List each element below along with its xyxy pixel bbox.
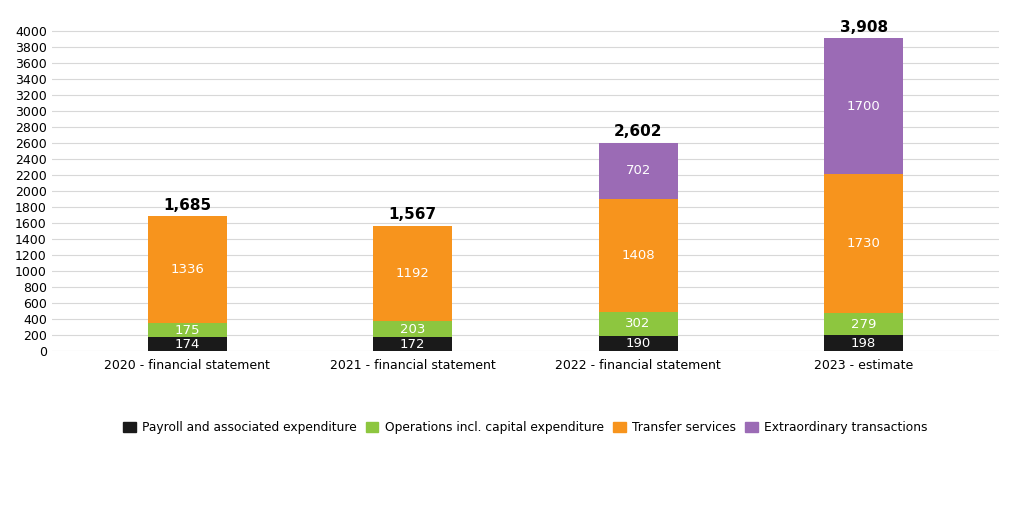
Text: 1192: 1192 <box>395 267 429 280</box>
Text: 302: 302 <box>626 317 651 330</box>
Text: 174: 174 <box>174 338 200 351</box>
Bar <box>599 199 678 312</box>
Bar <box>147 337 226 351</box>
Bar <box>824 335 903 351</box>
Text: 203: 203 <box>400 322 425 336</box>
Bar <box>824 313 903 335</box>
Bar <box>824 174 903 313</box>
Text: 2,602: 2,602 <box>613 124 663 140</box>
Text: 702: 702 <box>626 165 651 177</box>
Bar <box>824 38 903 174</box>
Bar <box>373 337 452 351</box>
Bar <box>599 312 678 336</box>
Bar <box>373 321 452 337</box>
Bar <box>599 336 678 351</box>
Bar <box>147 323 226 337</box>
Text: 3,908: 3,908 <box>840 20 888 35</box>
Bar <box>599 143 678 199</box>
Text: 1700: 1700 <box>847 100 881 113</box>
Text: 279: 279 <box>851 317 877 331</box>
Text: 1,685: 1,685 <box>163 198 211 213</box>
Text: 190: 190 <box>626 337 650 350</box>
Legend: Payroll and associated expenditure, Operations incl. capital expenditure, Transf: Payroll and associated expenditure, Oper… <box>119 416 932 439</box>
Text: 1408: 1408 <box>622 249 655 262</box>
Text: 1,567: 1,567 <box>388 207 436 222</box>
Text: 1730: 1730 <box>847 237 881 250</box>
Text: 1336: 1336 <box>170 263 204 276</box>
Bar <box>373 226 452 321</box>
Bar <box>147 216 226 323</box>
Text: 198: 198 <box>851 337 877 350</box>
Text: 172: 172 <box>399 338 425 351</box>
Text: 175: 175 <box>174 323 200 337</box>
